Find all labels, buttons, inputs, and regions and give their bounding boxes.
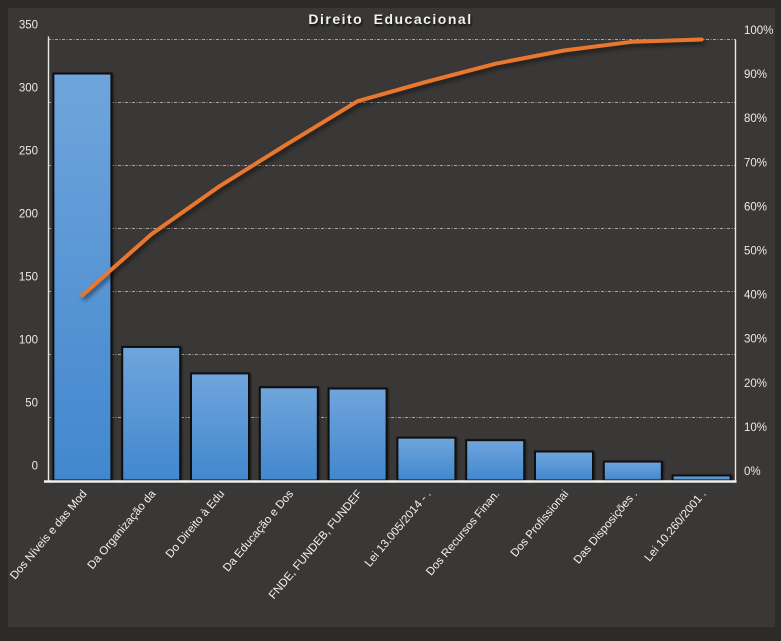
right-axis-tick-label: 80% [744,113,767,125]
bar[interactable] [534,450,594,482]
bar[interactable] [602,460,663,482]
category-label: Das Disposições . [572,488,640,566]
left-axis-tick-label: 250 [19,146,38,158]
right-axis-tick-label: 50% [744,246,767,258]
bar[interactable] [258,386,319,482]
category-label: Dos Níveis e das Mod [8,488,90,582]
left-axis-tick-label: 0 [32,461,38,473]
right-axis-tick-label: 100% [744,25,773,37]
right-axis-tick-label: 10% [744,422,767,434]
left-axis-tick-label: 50 [25,398,38,410]
bar[interactable] [465,439,526,482]
left-axis-tick-label: 150 [19,272,38,284]
category-label: Dos Profissionai [509,488,572,559]
right-axis-tick-label: 30% [744,334,767,346]
bar[interactable] [671,474,732,482]
chart-background [8,8,775,627]
left-axis-tick-label: 350 [19,20,38,32]
bar[interactable] [190,372,250,482]
left-axis-tick-label: 100 [19,335,38,347]
bar[interactable] [327,387,388,482]
right-axis-tick-label: 90% [744,69,767,81]
category-label: Lei 10.260/2001 . [643,488,709,564]
left-axis-tick-label: 300 [19,83,38,95]
category-label: Da Organização da [86,488,159,572]
category-label: Lei 13.005/2014 - . [363,488,434,569]
chart-title[interactable]: Direito Educacional [308,11,473,27]
right-axis-tick-label: 20% [744,378,767,390]
bar[interactable] [396,436,457,482]
right-axis-tick-label: 0% [744,466,761,478]
right-axis-tick-label: 40% [744,290,767,302]
left-axis-tick-label: 200 [19,209,38,221]
category-label: Do Direito à Edu [164,488,227,560]
category-label: Dos Recursos Finan. [424,488,502,578]
cumulative-line[interactable] [80,37,704,298]
right-axis-tick-label: 70% [744,157,767,169]
category-label: Da Educação e Dos [221,488,296,574]
bar[interactable] [121,345,182,482]
right-axis-tick-label: 60% [744,201,767,213]
